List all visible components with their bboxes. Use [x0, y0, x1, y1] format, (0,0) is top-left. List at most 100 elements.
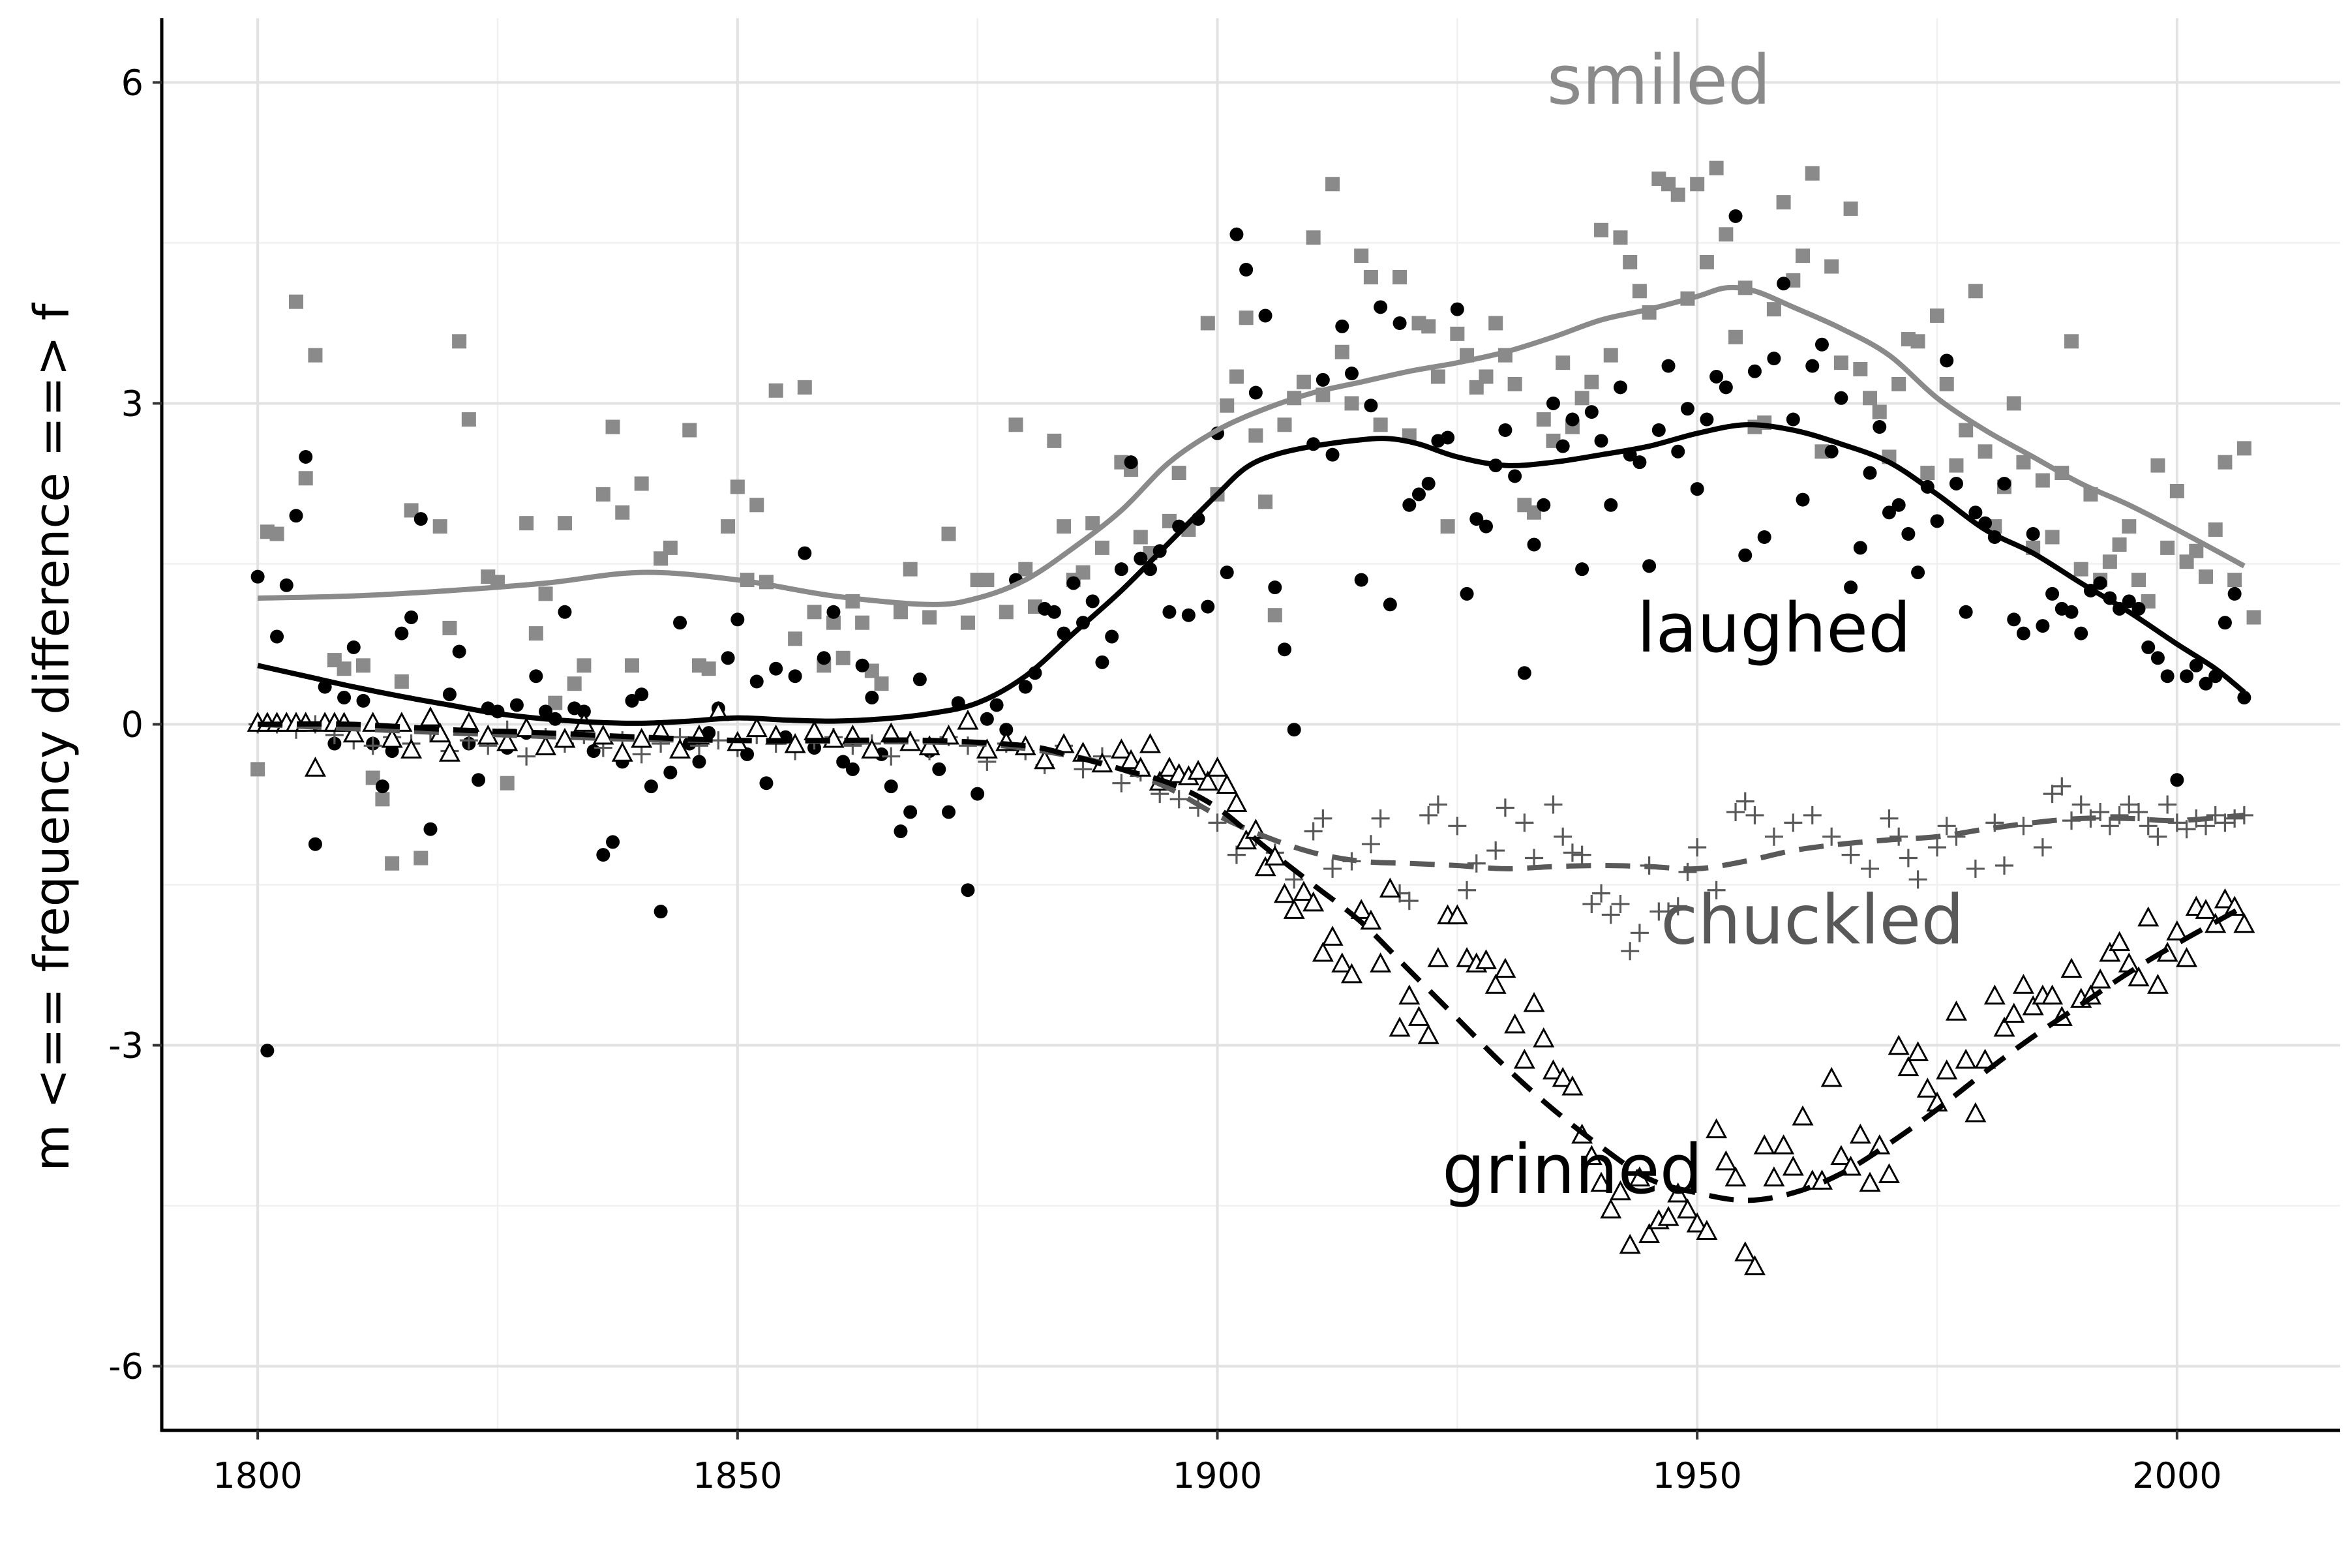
- smiled-point: [1556, 355, 1571, 370]
- chuckled-point: [1947, 827, 1966, 846]
- grinned-point: [1187, 760, 1209, 780]
- smiled-point: [826, 615, 841, 630]
- laughed-point: [2150, 651, 2165, 665]
- laughed-point: [1248, 385, 1263, 400]
- smiled-point: [1959, 423, 1974, 438]
- laughed-point: [2189, 658, 2203, 672]
- smiled-point: [615, 505, 630, 520]
- chuckled-point: [1074, 760, 1092, 779]
- laughed-point: [654, 905, 668, 919]
- laughed-point: [2036, 619, 2050, 633]
- laughed-point: [845, 762, 860, 776]
- smiled-point: [768, 383, 783, 398]
- laughed-point: [1201, 599, 1215, 614]
- laughed-point: [836, 755, 850, 769]
- laughed-point: [942, 805, 956, 819]
- smiled-point: [1805, 166, 1820, 181]
- laughed-point: [635, 687, 649, 702]
- grinned-point: [2012, 974, 2034, 994]
- laughed-point: [1229, 227, 1244, 241]
- grinned-point: [1638, 1223, 1661, 1243]
- grinned-point: [400, 738, 423, 759]
- chuckled-point: [2053, 777, 2071, 796]
- y-axis-title: m <== frequency difference ==> f: [24, 302, 80, 1171]
- smiled-point: [807, 605, 822, 620]
- smiled-point: [1200, 316, 1215, 331]
- chuckled-point: [2120, 795, 2139, 814]
- smiled-point: [1536, 412, 1551, 427]
- laughed-point: [2064, 605, 2079, 619]
- laughed-point: [1680, 402, 1694, 416]
- chuckled-point: [1361, 835, 1380, 854]
- laughed-point: [1690, 482, 1704, 496]
- laughed-point: [1661, 359, 1676, 373]
- smiled-point: [1258, 494, 1273, 509]
- laughed-point: [452, 644, 466, 659]
- grinned-point: [957, 709, 979, 730]
- laughed-point: [1873, 420, 1887, 434]
- grinned-point: [861, 738, 883, 759]
- smiled-point: [1085, 516, 1100, 531]
- grinned-point: [1206, 757, 1229, 777]
- grinned-point: [2195, 899, 2217, 919]
- laughed-point: [1556, 439, 1570, 453]
- laughed-point: [692, 755, 706, 769]
- laughed-point: [2141, 640, 2156, 654]
- smiled-point: [1574, 391, 1589, 406]
- laughed-point: [1220, 565, 1234, 580]
- smiled-point: [1171, 466, 1186, 481]
- laughed-label: laughed: [1637, 588, 1911, 668]
- laughed-point: [1181, 608, 1196, 622]
- smiled-point: [461, 412, 476, 427]
- chuckled-point: [1208, 813, 1227, 832]
- scatter-points: [247, 160, 2261, 1276]
- laughed-point: [2218, 616, 2232, 630]
- smiled-point: [2160, 540, 2175, 555]
- laughed-point: [423, 822, 438, 836]
- laughed-point: [1728, 209, 1743, 223]
- y-tick-label: 3: [121, 383, 143, 424]
- grinned-point: [2099, 941, 2121, 962]
- laughed-point: [577, 704, 591, 719]
- laughed-point: [1114, 562, 1128, 577]
- laughed-point: [1853, 541, 1867, 555]
- laughed-point: [606, 835, 620, 849]
- smiled-point: [1709, 160, 1724, 175]
- y-tick-label: -3: [108, 1025, 143, 1066]
- chuckled-point: [1169, 790, 1188, 809]
- laughed-point: [1508, 469, 1522, 483]
- chuckled-point: [1764, 827, 1783, 846]
- grinned-point: [1715, 1150, 1737, 1171]
- grinned-point: [1763, 1166, 1785, 1186]
- grinned-point: [1590, 1171, 1612, 1192]
- smiled-point: [1267, 608, 1282, 623]
- smiled-point: [2045, 530, 2060, 545]
- laughed-point: [865, 690, 879, 704]
- grinned-point: [1600, 1198, 1622, 1219]
- laughed-point: [1105, 629, 1119, 644]
- grinned-point: [1993, 1016, 2015, 1037]
- chuckled-point: [1467, 854, 1486, 873]
- smiled-point: [1968, 284, 1983, 299]
- laughed-point: [1047, 605, 1061, 619]
- smiled-point: [941, 526, 956, 541]
- grinned-point: [1226, 792, 1248, 812]
- smiled-point: [1623, 254, 1638, 269]
- laughed-point: [260, 1044, 275, 1058]
- smiled-point: [2218, 455, 2233, 470]
- laughed-point: [1863, 466, 1877, 480]
- grinned-point: [2223, 896, 2246, 916]
- smiled-point: [634, 476, 649, 491]
- laughed-point: [1316, 372, 1330, 387]
- smiled-point: [1978, 444, 1993, 459]
- grinned-point: [1389, 1016, 1411, 1037]
- grinned-point: [631, 727, 653, 748]
- laughed-point: [1777, 277, 1791, 291]
- smiled-point: [1603, 348, 1618, 363]
- smiled-point: [557, 516, 572, 531]
- laughed-point: [1018, 680, 1032, 694]
- grinned-point: [1782, 1155, 1804, 1176]
- laughed-point: [1940, 354, 1954, 368]
- laughed-point: [1239, 262, 1254, 277]
- y-tick-label: -6: [108, 1346, 143, 1387]
